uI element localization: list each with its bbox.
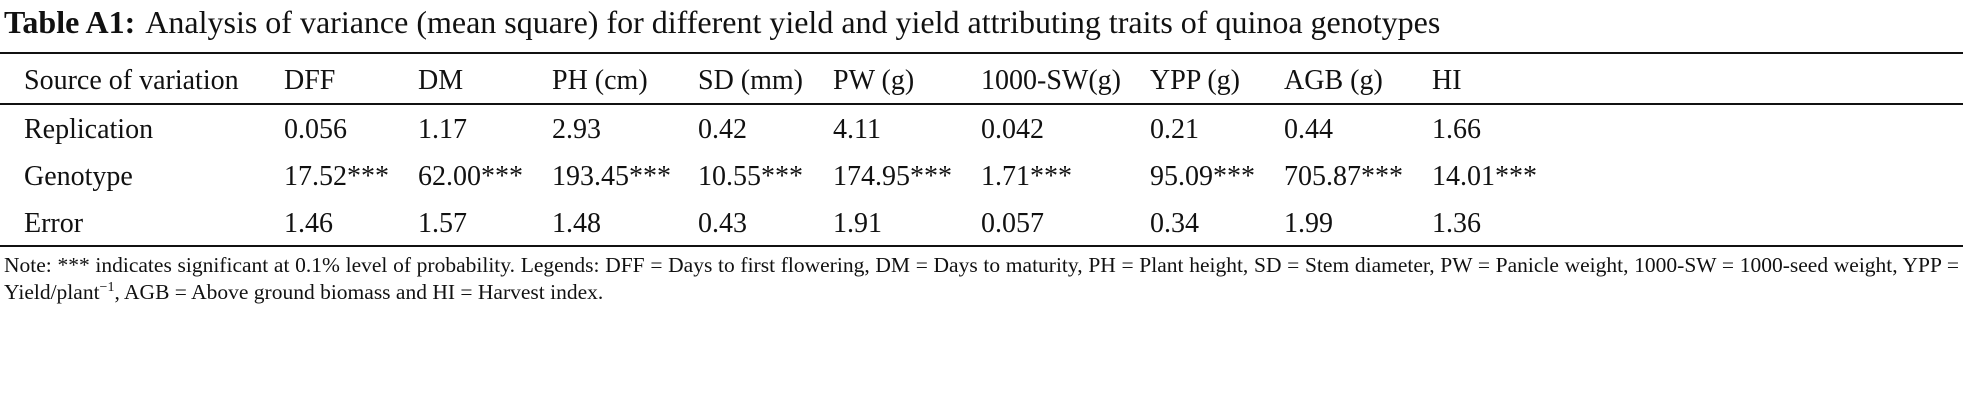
header-hi: HI <box>1432 65 1462 96</box>
header-dm: DM <box>418 65 464 96</box>
table-cell: 62.00*** <box>418 161 523 192</box>
header-source-of-variation: Source of variation <box>24 65 239 96</box>
table-cell: 174.95*** <box>833 161 952 192</box>
table-cell: 1.36 <box>1432 208 1481 239</box>
table-cell: 1.17 <box>418 114 467 145</box>
table-cell: 0.042 <box>981 114 1044 145</box>
table-cell: 10.55*** <box>698 161 803 192</box>
table-cell: 1.46 <box>284 208 333 239</box>
caption-label: Table A1: <box>4 4 136 40</box>
table-cell: 4.11 <box>833 114 881 145</box>
header-ypp: YPP (g) <box>1150 65 1240 96</box>
table-cell: 1.71*** <box>981 161 1072 192</box>
row-label-replication: Replication <box>24 114 154 145</box>
table-cell: 17.52*** <box>284 161 389 192</box>
table-top-rule <box>0 52 1963 54</box>
table-cell: 1.48 <box>552 208 601 239</box>
table-cell: 0.057 <box>981 208 1044 239</box>
header-pw: PW (g) <box>833 65 915 96</box>
header-dff: DFF <box>284 65 336 96</box>
header-1000-sw: 1000-SW(g) <box>981 65 1121 96</box>
table-bottom-rule <box>0 245 1963 247</box>
row-label-genotype: Genotype <box>24 161 133 192</box>
table-footnote: Note: *** indicates significant at 0.1% … <box>4 252 1959 306</box>
table-caption: Table A1: Analysis of variance (mean squa… <box>4 0 1959 44</box>
table-cell: 1.57 <box>418 208 467 239</box>
footnote-text: Note: *** indicates significant at 0.1% … <box>4 253 1959 304</box>
table-cell: 0.42 <box>698 114 747 145</box>
table-cell: 0.21 <box>1150 114 1199 145</box>
header-ph: PH (cm) <box>552 65 648 96</box>
table-cell: 1.91 <box>833 208 882 239</box>
footnote-superscript: −1 <box>99 279 115 295</box>
table-header-rule <box>0 103 1963 105</box>
table-cell: 0.056 <box>284 114 347 145</box>
table-cell: 0.34 <box>1150 208 1199 239</box>
table-cell: 193.45*** <box>552 161 671 192</box>
table-cell: 0.44 <box>1284 114 1333 145</box>
caption-title: Analysis of variance (mean square) for d… <box>145 4 1441 40</box>
table-cell: 1.99 <box>1284 208 1333 239</box>
table-cell: 2.93 <box>552 114 601 145</box>
table-cell: 705.87*** <box>1284 161 1403 192</box>
table-cell: 0.43 <box>698 208 747 239</box>
table-cell: 14.01*** <box>1432 161 1537 192</box>
header-sd: SD (mm) <box>698 65 803 96</box>
table-cell: 95.09*** <box>1150 161 1255 192</box>
row-label-error: Error <box>24 208 84 239</box>
footnote-text-end: , AGB = Above ground biomass and HI = Ha… <box>114 280 604 304</box>
header-agb: AGB (g) <box>1284 65 1383 96</box>
table-cell: 1.66 <box>1432 114 1481 145</box>
